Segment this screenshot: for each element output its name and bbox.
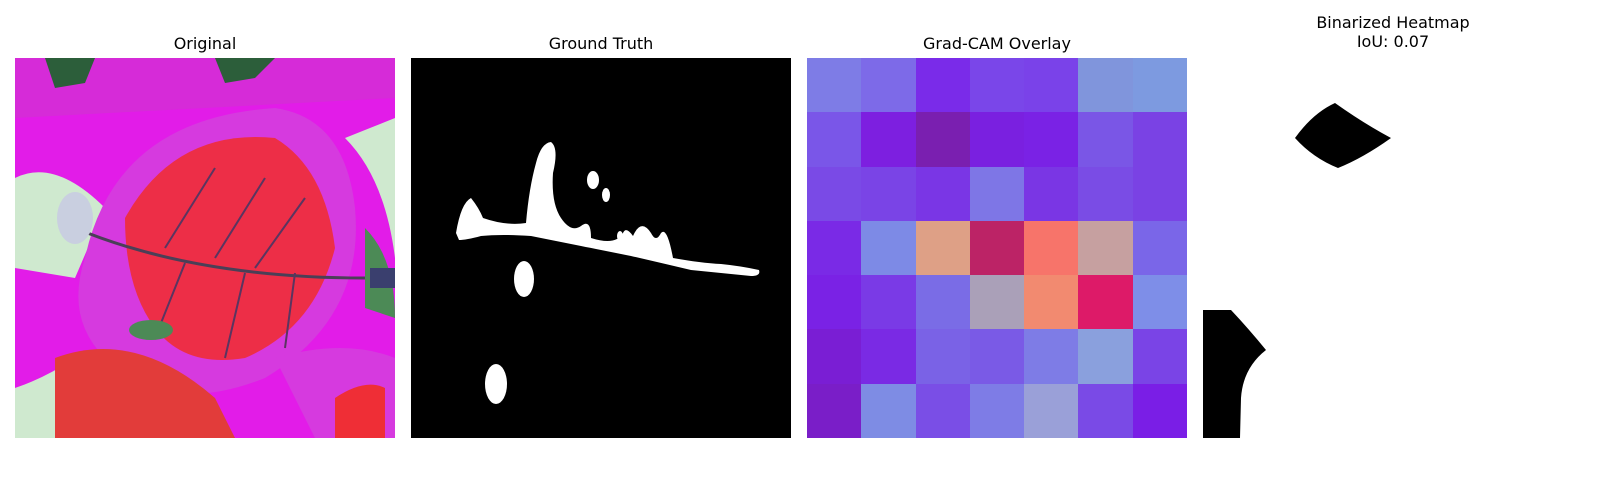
gradcam-cell [969,166,1025,221]
panel-title-gradcam: Grad-CAM Overlay [923,34,1071,53]
binarized-title-line1: Binarized Heatmap [1316,13,1470,32]
gradcam-cell [1132,58,1187,113]
gradcam-cell [969,383,1025,438]
original-image-svg [15,58,395,438]
gradcam-cell [1024,383,1079,438]
ground-truth-svg [411,58,791,438]
gradcam-cell [969,58,1025,113]
gradcam-cell [1078,112,1133,167]
gradcam-cell [861,383,916,438]
gradcam-cell [1078,220,1133,276]
gradcam-cell [1024,329,1079,384]
original-image [15,58,395,438]
gradcam-cell [1078,58,1133,113]
gradcam-cell [915,220,970,276]
gradcam-cell [1132,275,1187,330]
gradcam-overlay [807,58,1187,438]
gradcam-cell [969,220,1025,276]
gradcam-cell [807,383,862,438]
gradcam-cell [861,58,916,113]
gradcam-cell [807,220,862,276]
gradcam-cell [969,275,1025,330]
gradcam-cell [1024,166,1079,221]
gradcam-cell [915,58,970,113]
binarized-heatmap [1203,58,1583,438]
binarized-heatmap-svg [1203,58,1583,438]
gradcam-cell [1078,275,1133,330]
panel-title-ground-truth: Ground Truth [548,34,654,53]
gradcam-cell [915,275,970,330]
gradcam-cell [1078,329,1133,384]
gradcam-cell [1078,383,1133,438]
gradcam-cell [1132,112,1187,167]
gradcam-cell [1024,220,1079,276]
gradcam-grid [807,58,1187,438]
gradcam-cell [861,166,916,221]
gradcam-cell [861,220,916,276]
gradcam-cell [807,58,862,113]
gradcam-cell [1024,112,1079,167]
gradcam-cell [1024,275,1079,330]
gradcam-cell [1132,220,1187,276]
iou-label: IoU: 0.07 [1356,32,1430,51]
gradcam-cell [915,329,970,384]
gradcam-cell [807,166,862,221]
gradcam-cell [861,329,916,384]
gradcam-cell [861,275,916,330]
gradcam-cell [915,383,970,438]
gradcam-cell [1024,58,1079,113]
gradcam-cell [969,329,1025,384]
gradcam-cell [807,275,862,330]
gradcam-cell [807,329,862,384]
gradcam-cell [1132,329,1187,384]
panel-title-binarized: Binarized Heatmap IoU: 0.07 [1203,13,1583,51]
gradcam-cell [1132,383,1187,438]
ground-truth-mask [411,58,791,438]
gradcam-cell [915,112,970,167]
gradcam-cell [1132,166,1187,221]
gradcam-cell [807,112,862,167]
gradcam-cell [1078,166,1133,221]
gradcam-cell [915,166,970,221]
gradcam-cell [969,112,1025,167]
panel-title-original: Original [173,34,237,53]
gradcam-cell [861,112,916,167]
